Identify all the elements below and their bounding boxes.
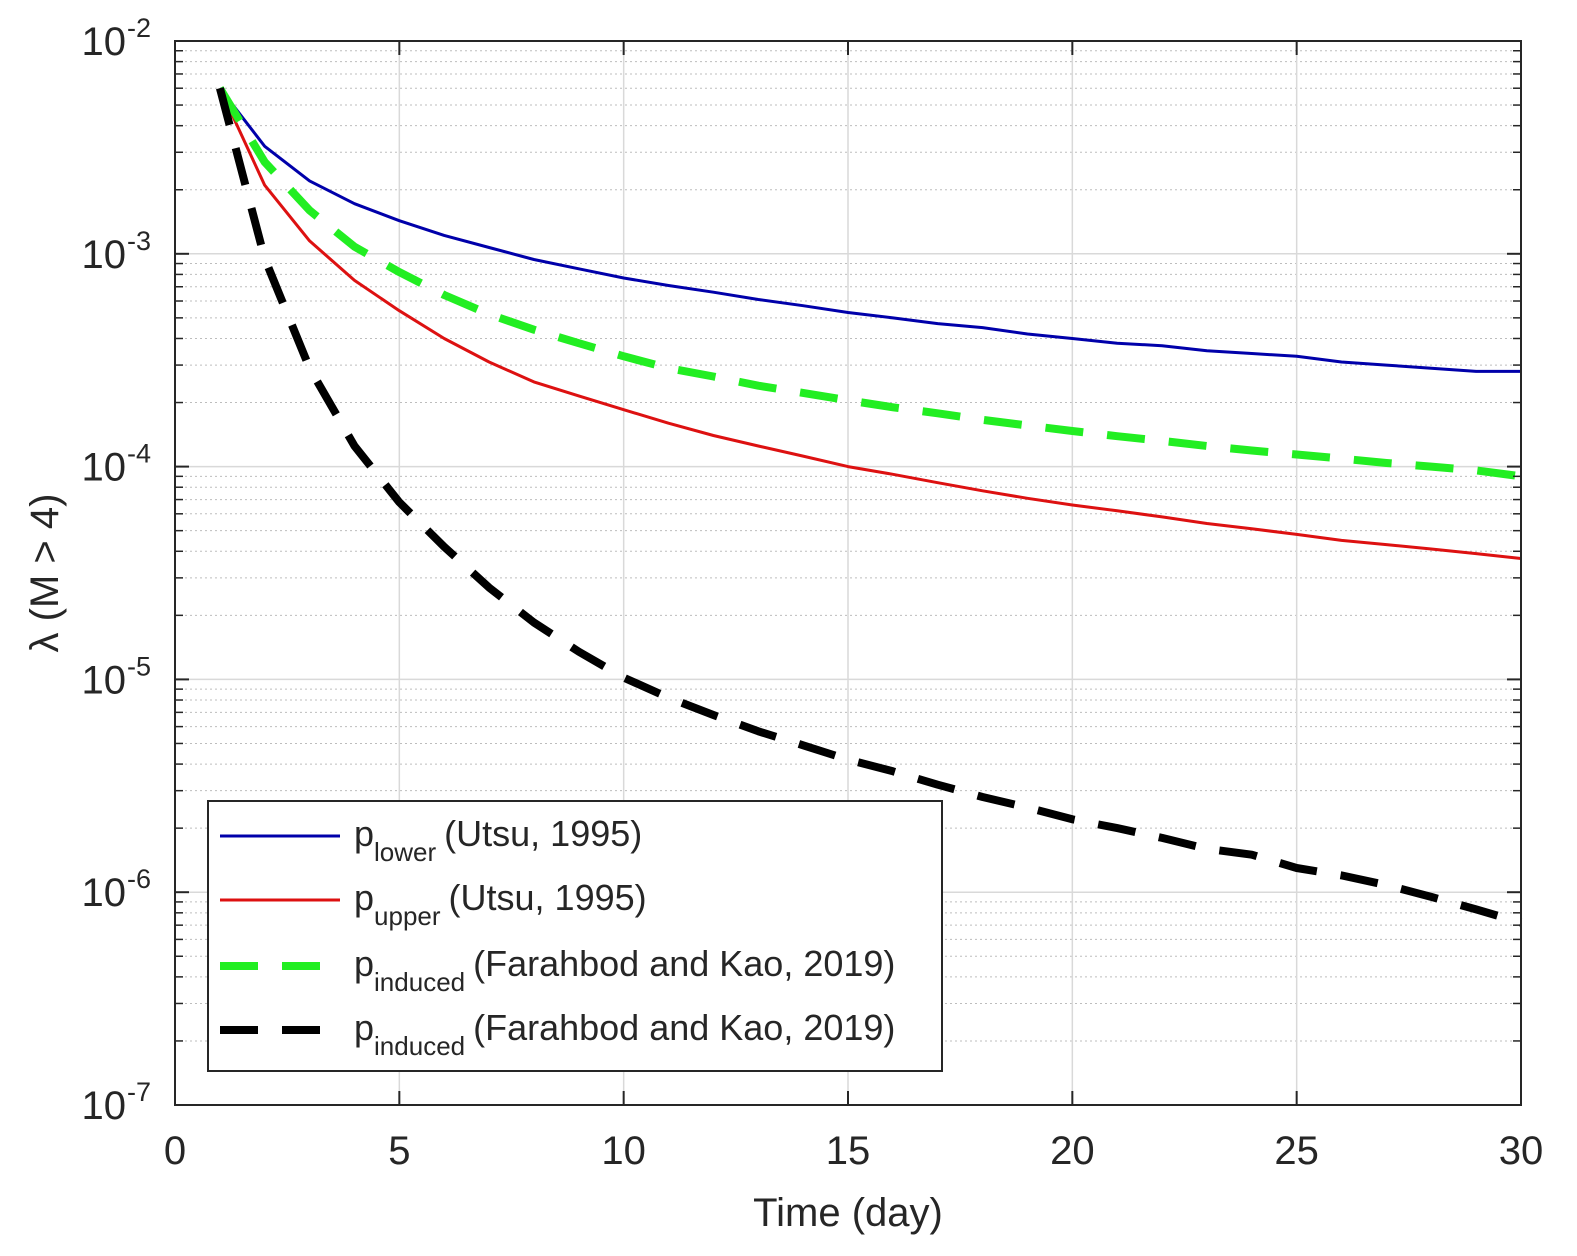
legend-label-main: p	[354, 877, 374, 918]
series-line-3	[216, 86, 1522, 481]
y-tick-label-exponent: -6	[127, 864, 151, 894]
legend-label-main: p	[354, 943, 374, 984]
legend-label: plower (Utsu, 1995)	[354, 813, 642, 867]
y-tick-label-base: 10	[82, 446, 127, 490]
x-tick-labels: 0 5 10 15 20 25 30	[164, 1129, 1543, 1173]
legend-label: pinduced (Farahbod and Kao, 2019)	[354, 1007, 895, 1061]
legend-label-main: p	[354, 1007, 374, 1048]
y-axis-label: λ (M > 4)	[23, 494, 67, 653]
series-layer	[216, 86, 1523, 927]
y-tick-label-base: 10	[82, 871, 127, 915]
legend-label: pupper (Utsu, 1995)	[354, 877, 647, 931]
legend-box	[207, 800, 943, 1072]
legend-item: pinduced (Farahbod and Kao, 2019)	[220, 1007, 895, 1061]
x-tick-label: 30	[1499, 1129, 1544, 1173]
series-line-4	[216, 87, 1523, 927]
y-tick-label-base: 10	[82, 233, 127, 277]
y-tick-label: 10 -3	[82, 226, 152, 277]
y-tick-label-base: 10	[82, 1084, 127, 1128]
x-tick-label: 15	[826, 1129, 871, 1173]
y-tick-label-exponent: -7	[127, 1077, 151, 1107]
y-tick-label: 10 -5	[82, 651, 152, 702]
legend-label-suffix: (Utsu, 1995)	[444, 813, 642, 854]
y-tick-label: 10 -7	[82, 1077, 152, 1128]
legend-label-main: p	[354, 813, 374, 854]
x-tick-label: 25	[1274, 1129, 1319, 1173]
y-tick-label: 10 -2	[82, 13, 152, 64]
legend-item: plower (Utsu, 1995)	[220, 813, 642, 867]
x-tick-label: 20	[1050, 1129, 1095, 1173]
y-tick-label-exponent: -4	[127, 439, 151, 469]
legend-item: pinduced (Farahbod and Kao, 2019)	[220, 943, 895, 997]
x-tick-label: 0	[164, 1129, 186, 1173]
y-tick-label-base: 10	[82, 20, 127, 64]
x-tick-label: 5	[388, 1129, 410, 1173]
legend-label-suffix: (Farahbod and Kao, 2019)	[473, 943, 895, 984]
x-axis-label: Time (day)	[753, 1191, 943, 1235]
y-tick-label-exponent: -3	[127, 226, 151, 256]
legend-label-subscript: induced	[374, 1031, 465, 1061]
y-tick-label: 10 -6	[82, 864, 152, 915]
legend-item: pupper (Utsu, 1995)	[220, 877, 647, 931]
legend-label-suffix: (Utsu, 1995)	[449, 877, 647, 918]
legend: plower (Utsu, 1995)pupper (Utsu, 1995)pind…	[207, 800, 943, 1072]
y-tick-label-exponent: -5	[127, 651, 151, 681]
series-line-1	[218, 87, 1521, 373]
tick-layer	[174, 40, 1522, 1106]
legend-label-subscript: induced	[374, 967, 465, 997]
y-tick-label-base: 10	[82, 658, 127, 702]
legend-label-subscript: lower	[374, 837, 436, 867]
series-line-2	[218, 87, 1522, 560]
y-tick-label-exponent: -2	[127, 13, 151, 43]
y-tick-labels: 10-710-610-510-410-310-2	[82, 13, 152, 1128]
y-tick-label: 10 -4	[82, 439, 152, 490]
x-tick-label: 10	[601, 1129, 646, 1173]
legend-label-suffix: (Farahbod and Kao, 2019)	[473, 1007, 895, 1048]
legend-label-subscript: upper	[374, 901, 441, 931]
legend-label: pinduced (Farahbod and Kao, 2019)	[354, 943, 895, 997]
